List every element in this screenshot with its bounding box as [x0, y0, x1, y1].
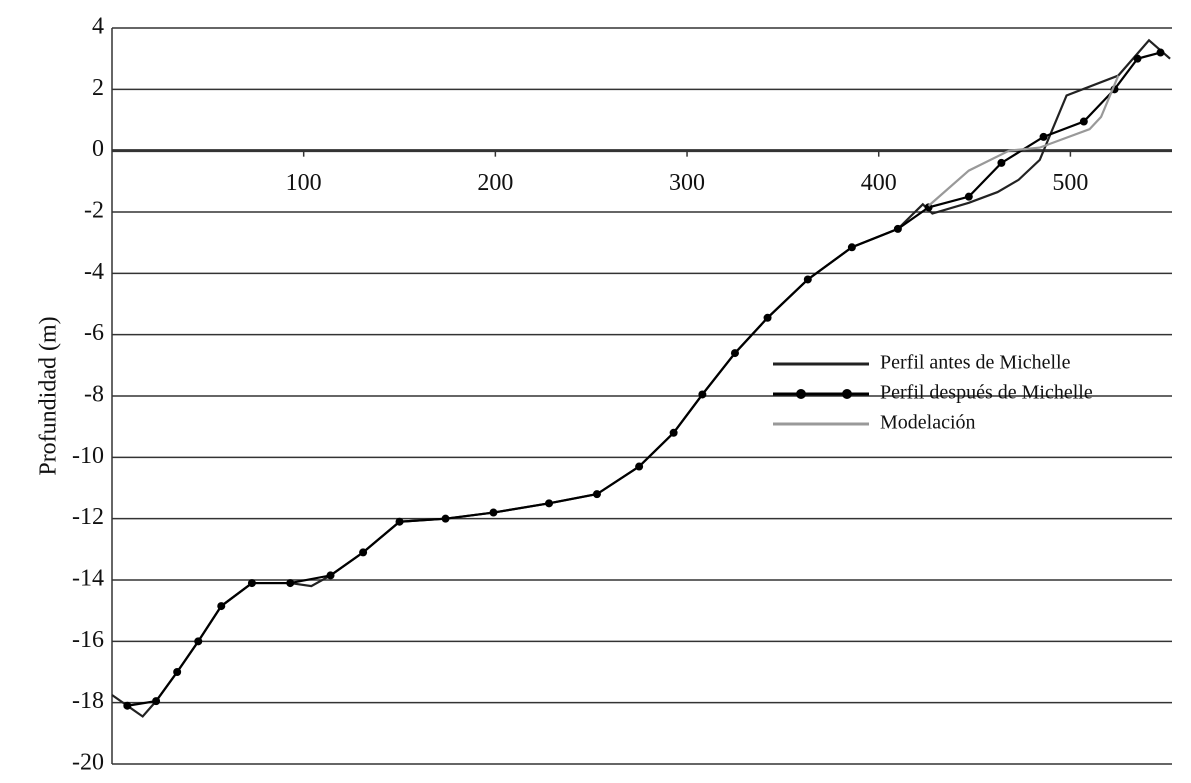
- y-tick-label: -18: [72, 688, 104, 714]
- legend-label: Modelación: [880, 412, 976, 434]
- marker: [893, 224, 902, 233]
- marker: [1079, 117, 1088, 126]
- marker: [194, 637, 203, 646]
- marker: [669, 428, 678, 437]
- legend-label: Perfil después de Michelle: [880, 382, 1093, 404]
- x-tick-label: 100: [286, 170, 322, 196]
- y-tick-label: -10: [72, 443, 104, 469]
- marker: [763, 313, 772, 322]
- marker: [441, 514, 450, 523]
- legend-marker: [796, 389, 806, 399]
- marker: [286, 579, 295, 588]
- legend: Perfil antes de Michelle Perfil después d…: [773, 352, 1093, 434]
- line: [111, 38, 1171, 718]
- marker: [698, 390, 707, 399]
- y-tick-label: 4: [92, 14, 104, 40]
- marker: [173, 668, 182, 676]
- line: [927, 75, 1120, 207]
- y-tick-label: -20: [72, 750, 104, 776]
- y-tick-label: 2: [92, 75, 104, 101]
- marker: [217, 602, 226, 611]
- line: [127, 51, 1161, 707]
- marker: [152, 697, 161, 706]
- marker: [1156, 48, 1165, 57]
- y-tick-label: -2: [84, 198, 104, 224]
- marker: [1133, 54, 1142, 63]
- marker: [592, 490, 601, 499]
- marker: [489, 508, 498, 517]
- x-tick-label: 200: [477, 170, 513, 196]
- marker: [635, 462, 644, 471]
- y-tick-label: -12: [72, 504, 104, 530]
- x-tick-label: 300: [669, 170, 705, 196]
- marker: [730, 349, 739, 358]
- y-tick-label: -14: [72, 566, 104, 592]
- y-tick-label: -8: [84, 382, 104, 408]
- legend-label: Perfil antes de Michelle: [880, 352, 1071, 374]
- marker: [247, 579, 256, 588]
- y-tick-label: -6: [84, 320, 104, 346]
- y-tick-label: 0: [92, 136, 104, 162]
- marker: [997, 158, 1006, 167]
- y-axis-label: Profundidad (m): [36, 316, 62, 475]
- x-tick-label: 400: [861, 170, 897, 196]
- marker: [545, 499, 554, 508]
- marker: [395, 517, 404, 526]
- marker: [326, 571, 335, 580]
- marker: [964, 192, 973, 201]
- x-tick-label: 500: [1052, 170, 1088, 196]
- y-tick-label: -4: [84, 259, 104, 285]
- marker: [1039, 132, 1048, 141]
- marker: [123, 701, 132, 710]
- y-tick-label: -16: [72, 627, 104, 653]
- marker: [359, 548, 368, 557]
- legend-marker: [842, 389, 852, 399]
- marker: [803, 275, 812, 284]
- marker: [847, 243, 856, 252]
